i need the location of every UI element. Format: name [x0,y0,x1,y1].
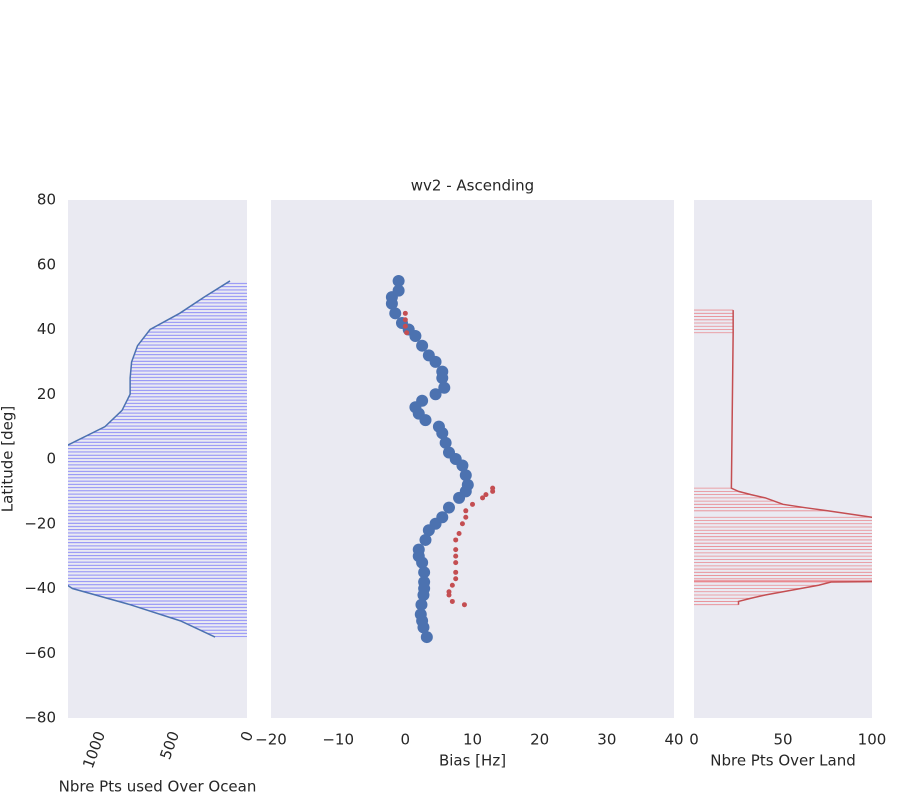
scatter-point [480,495,486,501]
x-tick-label: 500 [156,729,183,762]
plot-background [271,200,674,718]
y-tick-label: −40 [24,579,56,597]
scatter-point [415,598,428,611]
scatter-point [453,537,459,543]
scatter-point [490,488,496,494]
scatter-point [461,602,467,608]
scatter-point [438,381,451,394]
scatter-point [453,547,459,553]
scatter-point [456,530,462,536]
scatter-point [409,329,422,342]
scatter-point [417,588,430,601]
y-tick-label: −20 [24,514,56,532]
scatter-point [419,414,432,427]
scatter-point [389,307,402,320]
scatter-point [402,323,408,329]
scatter-point [453,576,459,582]
scatter-point [419,533,432,546]
x-axis-label: Nbre Pts Over Land [710,752,856,770]
scatter-point [436,427,449,440]
scatter-point [429,355,442,368]
y-tick-label: 0 [46,450,56,468]
chart-title: wv2 - Ascending [411,177,534,195]
scatter-point [459,521,465,527]
scatter-point [402,310,408,316]
scatter-point [418,566,431,579]
scatter-point [429,388,442,401]
scatter-point [417,621,430,634]
y-tick-label: 80 [37,191,56,209]
scatter-point [442,501,455,514]
scatter-point [416,556,429,569]
x-tick-label: 10 [463,731,482,749]
plot-area [68,280,247,638]
x-tick-label: 0 [237,729,257,744]
x-axis-label: Bias [Hz] [439,752,506,770]
scatter-point [456,459,469,472]
scatter-point [470,501,475,507]
y-tick-label: 40 [37,320,56,338]
scatter-point [420,631,433,644]
y-tick-label: 20 [37,385,56,403]
x-tick-label: 0 [689,731,699,749]
scatter-point [453,553,459,559]
plot-background [694,200,872,718]
plot-area [694,309,872,606]
scatter-point [392,274,405,287]
x-tick-label: −10 [322,731,354,749]
scatter-point [385,297,398,310]
x-tick-label: 20 [530,731,549,749]
scatter-point [463,514,469,520]
scatter-point [453,560,459,566]
x-tick-label: 1000 [79,729,109,771]
scatter-point [446,592,452,598]
scatter-point [436,372,449,385]
y-tick-label: −60 [24,644,56,662]
x-tick-label: 40 [664,731,683,749]
scatter-point [416,339,429,352]
scatter-point [449,582,455,588]
x-tick-label: −20 [255,731,287,749]
x-tick-label: 30 [597,731,616,749]
x-tick-label: 100 [858,731,887,749]
scatter-point [483,492,489,498]
x-axis-label: Nbre Pts used Over Ocean [59,778,257,796]
scatter-point [449,598,455,604]
scatter-point [439,436,452,449]
profile-line [730,310,872,605]
scatter-point [459,469,472,482]
scatter-point [463,508,469,514]
y-tick-label: −80 [24,709,56,727]
scatter-point [453,569,459,575]
area-fill [68,280,247,638]
area-line [68,280,231,638]
scatter-point [404,330,410,336]
x-tick-label: 0 [401,731,411,749]
plot-area [385,274,496,644]
x-tick-label: 50 [773,731,792,749]
y-tick-label: 60 [37,255,56,273]
y-axis-label: Latitude [deg] [0,406,17,512]
scatter-point [453,491,466,504]
scatter-point [402,317,408,323]
scatter-point [422,524,435,537]
